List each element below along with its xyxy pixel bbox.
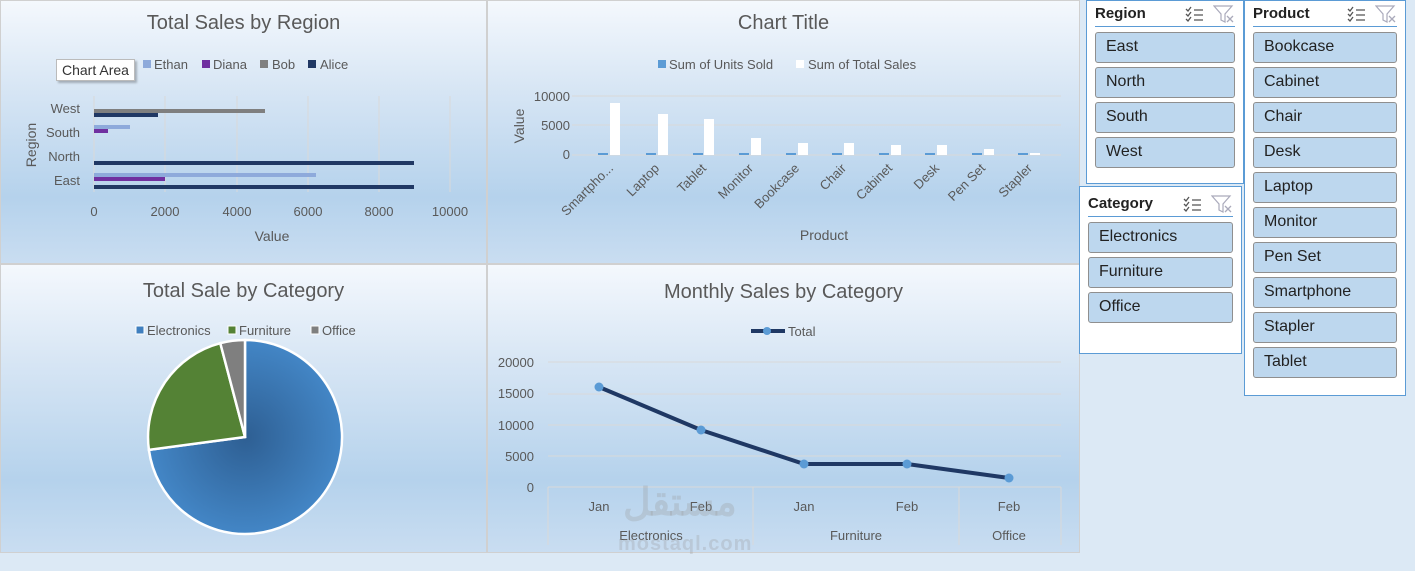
legend-office: Office (322, 323, 356, 338)
x-group-label: Furniture (830, 528, 882, 543)
x-tick: Chair (817, 160, 850, 193)
slicer-title: Category (1088, 195, 1154, 212)
slicer-item-tablet[interactable]: Tablet (1253, 347, 1397, 378)
x-tick: Laptop (623, 161, 662, 200)
legend-diana: Diana (213, 57, 248, 72)
slicer-category: Category Electronics Furniture Office (1079, 186, 1242, 354)
y-tick: 15000 (498, 386, 534, 401)
chart-total-sales-by-region[interactable]: Total Sales by Region Ethan Diana Bob Al… (0, 0, 487, 264)
x-tick: Jan (794, 499, 815, 514)
x-tick: Monitor (715, 160, 757, 202)
x-tick: Jan (589, 499, 610, 514)
legend-electronics: Electronics (147, 323, 211, 338)
legend-total: Total (788, 324, 816, 339)
multi-select-icon[interactable] (1181, 194, 1203, 214)
watermark-arabic: مستقل (623, 482, 737, 524)
y-tick: 20000 (498, 355, 534, 370)
slicer-item-south[interactable]: South (1095, 102, 1235, 133)
category-label: East (54, 173, 80, 188)
slicer-item-smartphone[interactable]: Smartphone (1253, 277, 1397, 308)
slicer-title: Product (1253, 5, 1310, 22)
x-group-label: Office (992, 528, 1026, 543)
x-tick: 0 (90, 204, 97, 219)
slicer-item-cabinet[interactable]: Cabinet (1253, 67, 1397, 98)
slicer-item-office[interactable]: Office (1088, 292, 1233, 323)
product-bar-plot: Sum of Units Sold Sum of Total Sales 100… (511, 57, 1061, 243)
pie-slice-office (218, 338, 247, 438)
slicer-item-east[interactable]: East (1095, 32, 1235, 63)
x-axis-title: Product (800, 227, 848, 243)
slicer-item-desk[interactable]: Desk (1253, 137, 1397, 168)
x-tick: Tablet (674, 160, 709, 195)
y-axis-title: Region (23, 123, 39, 167)
slicer-item-bookcase[interactable]: Bookcase (1253, 32, 1397, 63)
x-tick: Pen Set (945, 160, 989, 204)
y-axis-title: Value (511, 108, 527, 143)
x-tick: Feb (896, 499, 918, 514)
slicer-item-monitor[interactable]: Monitor (1253, 207, 1397, 238)
y-tick: 5000 (541, 118, 570, 133)
y-tick: 5000 (505, 449, 534, 464)
legend-ethan: Ethan (154, 57, 188, 72)
legend-units-sold: Sum of Units Sold (669, 57, 773, 72)
clear-filter-icon[interactable] (1211, 194, 1233, 214)
x-tick: 2000 (151, 204, 180, 219)
slicer-region: Region East North South West (1086, 0, 1244, 184)
x-tick: 8000 (365, 204, 394, 219)
x-tick: Stapler (995, 160, 1035, 200)
watermark-latin: mostaql.com (618, 533, 753, 555)
x-tick: 10000 (432, 204, 468, 219)
slicer-item-north[interactable]: North (1095, 67, 1235, 98)
x-tick: Smartpho... (558, 161, 616, 219)
slicer-item-laptop[interactable]: Laptop (1253, 172, 1397, 203)
category-pie-plot: Electronics Furniture Office (135, 323, 356, 536)
slicer-item-west[interactable]: West (1095, 137, 1235, 168)
x-tick: Cabinet (853, 160, 896, 203)
slicer-item-electronics[interactable]: Electronics (1088, 222, 1233, 253)
slicer-item-pen-set[interactable]: Pen Set (1253, 242, 1397, 273)
chart-title: Monthly Sales by Category (663, 281, 903, 303)
chart-title: Total Sales by Region (146, 12, 341, 34)
multi-select-icon[interactable] (1183, 4, 1205, 24)
chart-total-sale-by-category[interactable]: Total Sale by Category Electronics Furni… (0, 264, 487, 553)
x-tick: Feb (998, 499, 1020, 514)
x-tick: Bookcase (751, 161, 802, 212)
multi-select-icon[interactable] (1345, 4, 1367, 24)
category-label: West (51, 101, 81, 116)
clear-filter-icon[interactable] (1213, 4, 1235, 24)
category-label: North (48, 149, 80, 164)
chart-title: Chart Title (737, 12, 830, 34)
chart-product-sales[interactable]: Chart Title Sum of Units Sold Sum of Tot… (487, 0, 1080, 264)
monthly-line-plot: Total 20000 15000 10000 5000 0 Jan (498, 324, 1062, 545)
legend-furniture: Furniture (239, 323, 291, 338)
slicer-product: Product Bookcase Cabinet Chair Desk Lapt… (1244, 0, 1406, 396)
x-tick: 6000 (294, 204, 323, 219)
legend-total-sales: Sum of Total Sales (808, 57, 917, 72)
slicer-title: Region (1095, 5, 1146, 22)
clear-filter-icon[interactable] (1375, 4, 1397, 24)
x-tick: 4000 (223, 204, 252, 219)
legend-alice: Alice (320, 57, 348, 72)
y-tick: 10000 (534, 89, 570, 104)
slicer-item-stapler[interactable]: Stapler (1253, 312, 1397, 343)
category-label: South (46, 125, 80, 140)
region-bar-plot: Ethan Diana Bob Alice West South North (23, 57, 468, 244)
chart-title: Total Sale by Category (142, 280, 345, 302)
y-tick: 0 (527, 480, 534, 495)
y-tick: 10000 (498, 418, 534, 433)
x-tick: Desk (911, 160, 943, 192)
legend-bob: Bob (272, 57, 295, 72)
slicer-item-chair[interactable]: Chair (1253, 102, 1397, 133)
x-group-label: Electronics (619, 528, 683, 543)
x-axis-title: Value (255, 228, 290, 244)
slicer-item-furniture[interactable]: Furniture (1088, 257, 1233, 288)
chart-area-tooltip: Chart Area (56, 59, 135, 81)
chart-monthly-sales-by-category[interactable]: Monthly Sales by Category Total 20000 15… (487, 264, 1080, 555)
pie-slice-furniture (146, 341, 247, 452)
x-tick: Feb (690, 499, 712, 514)
y-tick: 0 (563, 147, 570, 162)
